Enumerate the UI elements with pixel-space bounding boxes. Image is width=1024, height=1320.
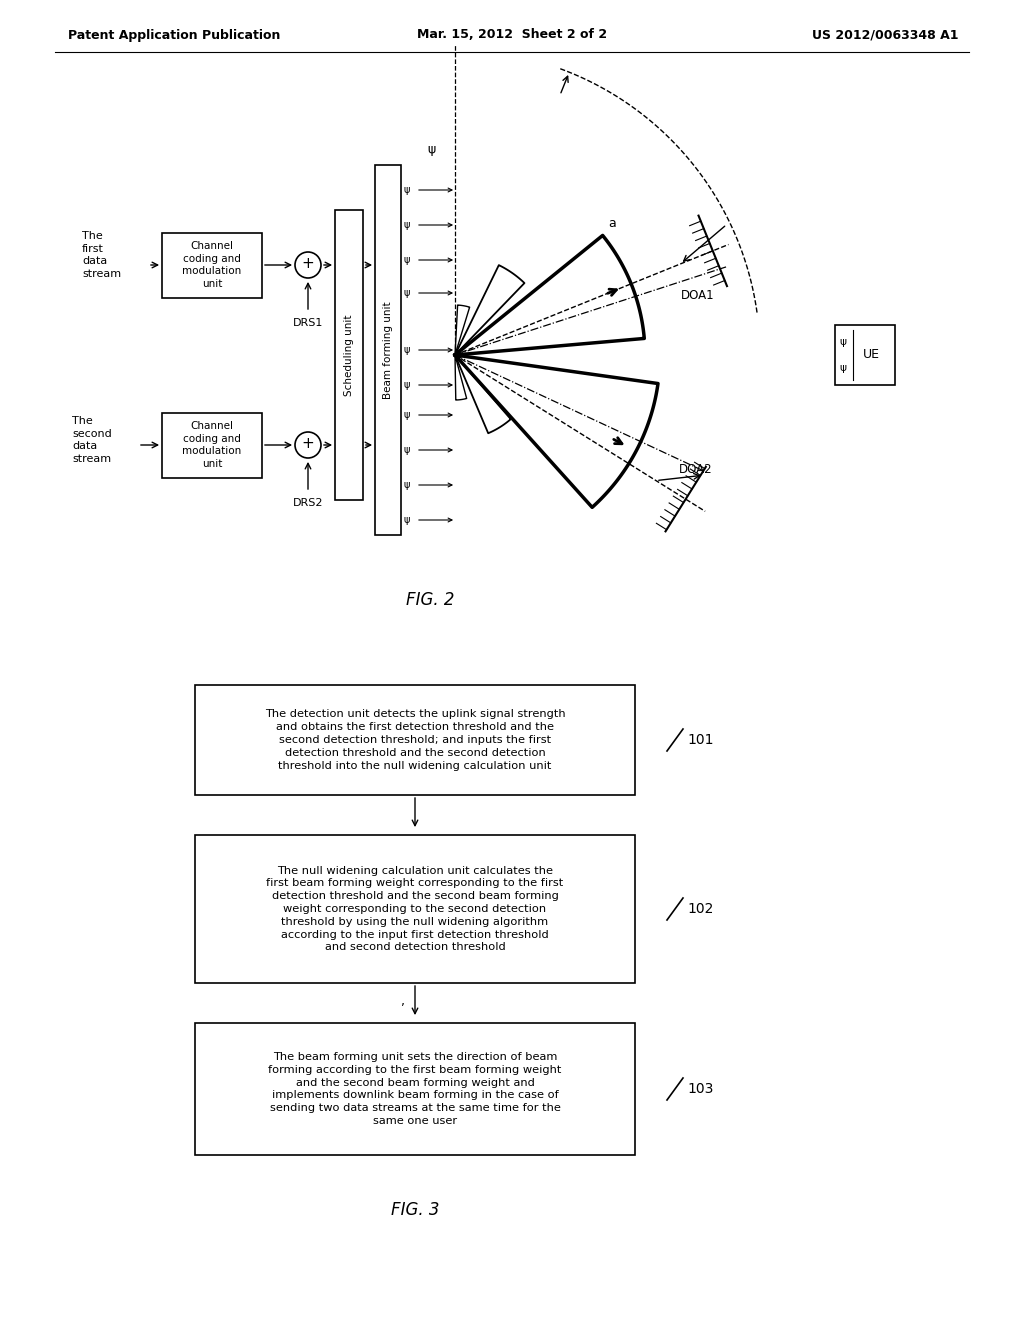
Text: ψ: ψ — [404, 480, 411, 490]
Text: 101: 101 — [687, 733, 714, 747]
Text: ψ: ψ — [427, 144, 435, 157]
Text: ψ: ψ — [404, 380, 411, 389]
Text: FIG. 2: FIG. 2 — [406, 591, 455, 609]
Text: Scheduling unit: Scheduling unit — [344, 314, 354, 396]
Text: Channel
coding and
modulation
unit: Channel coding and modulation unit — [182, 421, 242, 469]
Bar — [195, 836, 635, 983]
Bar — [162, 412, 262, 478]
Text: DOA1: DOA1 — [681, 289, 715, 302]
Text: a: a — [608, 216, 615, 230]
Text: Mar. 15, 2012  Sheet 2 of 2: Mar. 15, 2012 Sheet 2 of 2 — [417, 29, 607, 41]
Bar — [162, 232, 262, 297]
Text: UE: UE — [862, 348, 880, 362]
Bar — [195, 1023, 635, 1155]
Text: The
second
data
stream: The second data stream — [72, 416, 112, 463]
Text: 103: 103 — [687, 1082, 714, 1096]
Text: ψ: ψ — [404, 515, 411, 525]
Text: ψ: ψ — [840, 363, 847, 374]
Text: The beam forming unit sets the direction of beam
forming according to the first : The beam forming unit sets the direction… — [268, 1052, 562, 1126]
Bar — [195, 685, 635, 795]
Text: Patent Application Publication: Patent Application Publication — [68, 29, 281, 41]
Bar — [335, 210, 362, 500]
Text: ψ: ψ — [404, 185, 411, 195]
Text: ,: , — [401, 994, 406, 1007]
Text: +: + — [302, 437, 314, 451]
Text: The
first
data
stream: The first data stream — [82, 231, 121, 279]
Bar — [375, 165, 401, 535]
Text: ψ: ψ — [404, 288, 411, 298]
Text: ψ: ψ — [840, 337, 847, 347]
Text: DRS2: DRS2 — [293, 498, 324, 508]
Text: Beam forming unit: Beam forming unit — [383, 301, 393, 399]
Text: ψ: ψ — [404, 345, 411, 355]
Text: 102: 102 — [687, 902, 714, 916]
Bar — [835, 325, 895, 385]
Text: ψ: ψ — [404, 220, 411, 230]
Text: DRS1: DRS1 — [293, 318, 324, 327]
Text: Channel
coding and
modulation
unit: Channel coding and modulation unit — [182, 242, 242, 289]
Text: US 2012/0063348 A1: US 2012/0063348 A1 — [811, 29, 958, 41]
Text: ψ: ψ — [404, 255, 411, 265]
Text: DOA2: DOA2 — [679, 462, 713, 475]
Text: ψ: ψ — [404, 445, 411, 455]
Text: The detection unit detects the uplink signal strength
and obtains the first dete: The detection unit detects the uplink si… — [264, 709, 565, 771]
Text: +: + — [302, 256, 314, 272]
Text: FIG. 3: FIG. 3 — [391, 1201, 439, 1218]
Text: The null widening calculation unit calculates the
first beam forming weight corr: The null widening calculation unit calcu… — [266, 866, 563, 953]
Text: ψ: ψ — [404, 411, 411, 420]
